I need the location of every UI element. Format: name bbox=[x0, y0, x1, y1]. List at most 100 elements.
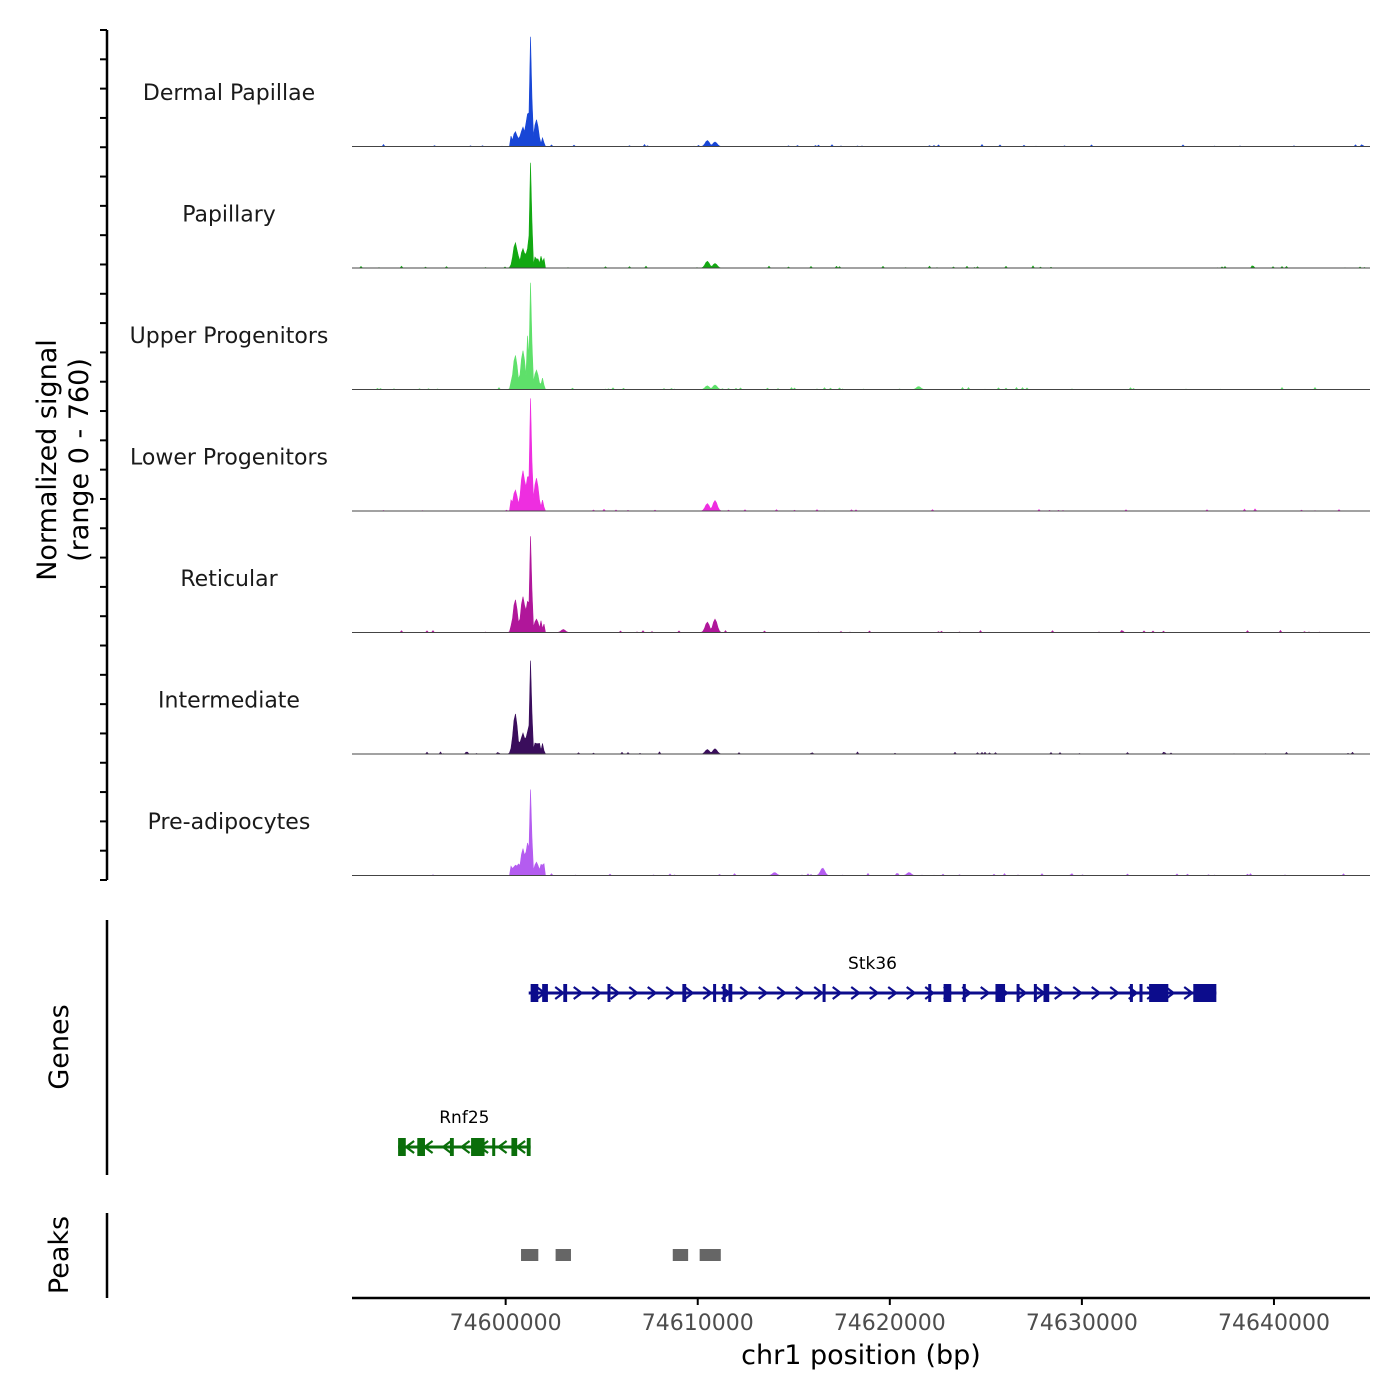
strand-arrow bbox=[1183, 986, 1195, 1000]
coverage-track-label: Dermal Papillae bbox=[143, 81, 315, 106]
strand-arrow bbox=[684, 986, 695, 1000]
strand-arrow bbox=[980, 986, 991, 1000]
strand-arrow bbox=[1072, 986, 1084, 1000]
coverage-track: Pre-adipocytes bbox=[148, 789, 1370, 876]
coverage-track: Papillary bbox=[182, 162, 1370, 269]
coverage-area bbox=[352, 536, 1370, 633]
strand-arrow bbox=[850, 986, 862, 1000]
strand-arrow bbox=[832, 986, 843, 1000]
gene-exon bbox=[492, 1138, 496, 1156]
coverage-area bbox=[352, 660, 1370, 755]
gene-exon bbox=[713, 984, 717, 1002]
coverage-area bbox=[352, 162, 1370, 269]
strand-arrow bbox=[628, 986, 640, 1000]
strand-arrow bbox=[496, 1140, 508, 1154]
strand-arrow bbox=[813, 986, 825, 1000]
strand-arrow bbox=[1017, 986, 1028, 1000]
strand-arrow bbox=[1165, 986, 1176, 1000]
gene-exon bbox=[962, 984, 966, 1002]
strand-arrow bbox=[1109, 986, 1121, 1000]
gene-exon bbox=[1043, 984, 1050, 1002]
gene-exon bbox=[511, 1138, 518, 1156]
peaks-title: Peaks bbox=[44, 1216, 75, 1294]
strand-arrow bbox=[869, 986, 880, 1000]
y-axis-title-line2: (range 0 - 760) bbox=[64, 358, 95, 562]
gene-exon bbox=[449, 1138, 454, 1156]
gene-exon bbox=[607, 984, 611, 1002]
gene-label: Rnf25 bbox=[439, 1108, 489, 1128]
strand-arrow bbox=[647, 986, 658, 1000]
gene-exon bbox=[1193, 984, 1217, 1002]
gene-label: Stk36 bbox=[848, 954, 897, 974]
gene-exon bbox=[398, 1138, 406, 1156]
coverage-area bbox=[352, 282, 1370, 390]
strand-arrow bbox=[554, 986, 566, 1000]
gene-exon bbox=[417, 1138, 425, 1156]
gene-exon bbox=[1139, 984, 1143, 1002]
coverage-track: Lower Progenitors bbox=[130, 398, 1370, 512]
genes-track: Stk36 Rnf25 bbox=[398, 954, 1217, 1156]
y-axis-title-line1: Normalized signal bbox=[32, 339, 63, 581]
strand-arrow bbox=[1091, 986, 1102, 1000]
coverage-area bbox=[352, 789, 1370, 876]
x-tick-label: 74640000 bbox=[1218, 1311, 1330, 1336]
gene-model: Stk36 bbox=[528, 954, 1217, 1002]
coverage-track-label: Pre-adipocytes bbox=[148, 810, 311, 835]
coverage-area bbox=[352, 36, 1370, 147]
y-axis-title: Normalized signal (range 0 - 760) bbox=[32, 339, 95, 581]
coverage-track: Reticular bbox=[180, 536, 1370, 633]
x-axis-ticks: 74600000 74610000 74620000 74630000 74640000 bbox=[450, 1298, 1330, 1336]
peak-region bbox=[699, 1249, 721, 1261]
x-tick-label: 74600000 bbox=[450, 1311, 562, 1336]
strand-arrow bbox=[906, 986, 917, 1000]
coverage-track: Upper Progenitors bbox=[130, 282, 1370, 390]
strand-arrow bbox=[795, 986, 806, 1000]
strand-arrow bbox=[404, 1140, 415, 1154]
x-tick-label: 74610000 bbox=[642, 1311, 754, 1336]
coverage-track: Intermediate bbox=[158, 660, 1370, 755]
strand-arrow bbox=[610, 986, 621, 1000]
coverage-track-label: Lower Progenitors bbox=[130, 446, 328, 471]
gene-exon bbox=[728, 984, 733, 1002]
strand-arrow bbox=[739, 986, 751, 1000]
strand-arrow bbox=[776, 986, 788, 1000]
peak-region bbox=[521, 1249, 539, 1261]
coverage-track-label: Reticular bbox=[180, 567, 278, 592]
gene-exon bbox=[526, 1138, 531, 1156]
gene-exon bbox=[542, 984, 548, 1002]
peaks-track bbox=[521, 1249, 721, 1261]
peak-region bbox=[672, 1249, 689, 1261]
coverage-tracks: Dermal Papillae Papillary Upper Progenitor… bbox=[130, 36, 1370, 876]
strand-arrow bbox=[924, 986, 936, 1000]
gene-exon bbox=[822, 984, 826, 1002]
gene-exon bbox=[563, 984, 568, 1002]
gene-exon bbox=[1129, 984, 1133, 1002]
gene-exon bbox=[928, 984, 932, 1002]
gene-exon bbox=[1016, 984, 1020, 1002]
x-axis-title: chr1 position (bp) bbox=[741, 1340, 981, 1371]
gene-exon bbox=[471, 1138, 485, 1156]
peak-region bbox=[555, 1249, 571, 1261]
strand-arrow bbox=[573, 986, 584, 1000]
x-tick-label: 74620000 bbox=[834, 1311, 946, 1336]
strand-arrow bbox=[758, 986, 769, 1000]
strand-arrow bbox=[887, 986, 899, 1000]
gene-exon bbox=[1149, 984, 1169, 1002]
gene-exon bbox=[530, 984, 539, 1002]
gene-exon bbox=[995, 984, 1006, 1002]
gene-exon bbox=[1033, 984, 1037, 1002]
genes-title: Genes bbox=[44, 1004, 75, 1089]
gene-exon bbox=[682, 984, 687, 1002]
strand-arrow bbox=[591, 986, 603, 1000]
strand-arrow bbox=[702, 986, 714, 1000]
strand-arrow bbox=[665, 986, 677, 1000]
coverage-track-label: Papillary bbox=[182, 203, 276, 228]
strand-arrow bbox=[459, 1140, 471, 1154]
coverage-track: Dermal Papillae bbox=[143, 36, 1370, 147]
gene-model: Rnf25 bbox=[398, 1108, 531, 1156]
gene-exon bbox=[722, 984, 726, 1002]
strand-arrow bbox=[1054, 986, 1065, 1000]
gene-exon bbox=[943, 984, 952, 1002]
coverage-track-label: Upper Progenitors bbox=[130, 324, 329, 349]
